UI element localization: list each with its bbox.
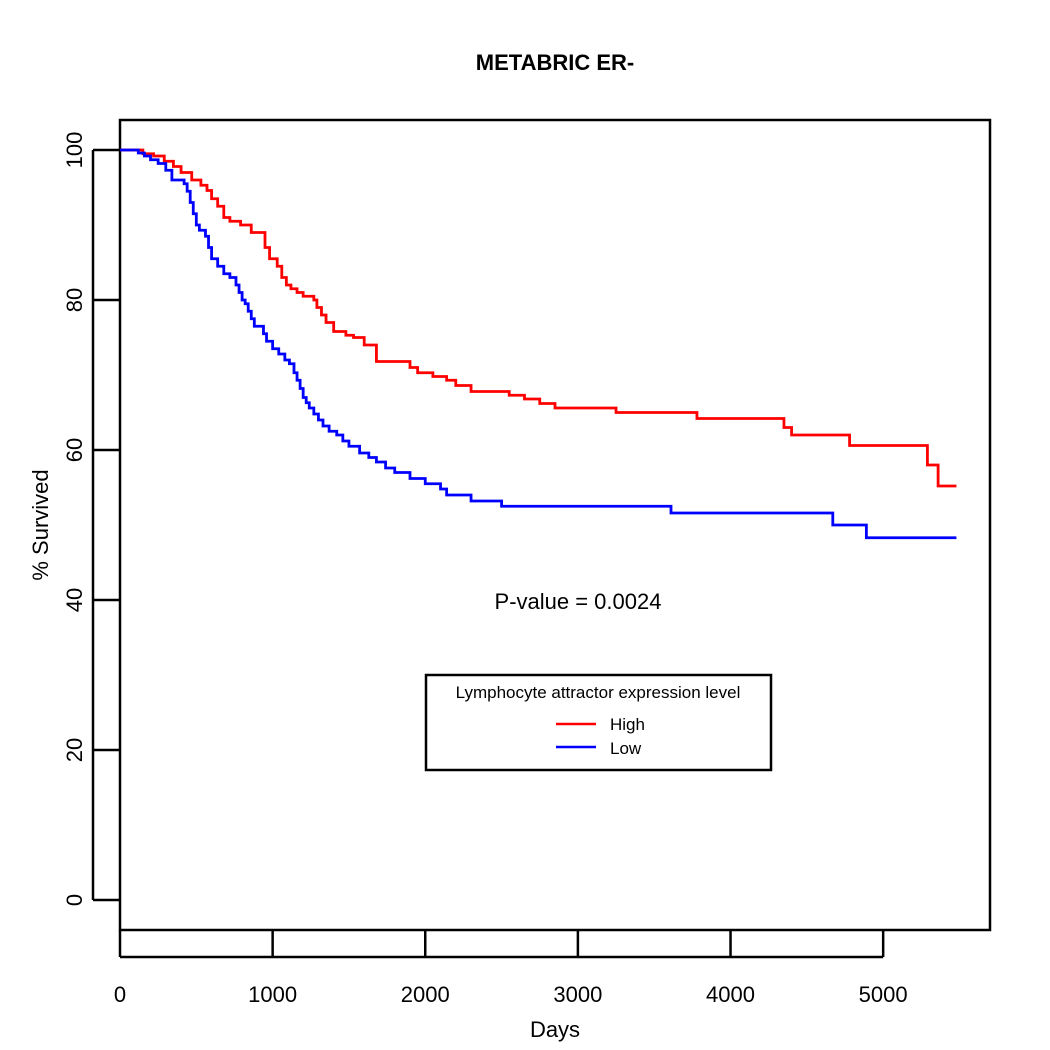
plot-frame bbox=[118, 118, 992, 932]
x-axis-label: Days bbox=[530, 1017, 580, 1042]
x-tick-label: 2000 bbox=[401, 982, 450, 1007]
x-tick-label: 3000 bbox=[553, 982, 602, 1007]
series-line-low bbox=[120, 148, 957, 540]
x-axis: 0 1000 2000 3000 4000 5000 bbox=[114, 930, 908, 1007]
y-axis-label: % Survived bbox=[28, 469, 53, 580]
y-tick-label: 20 bbox=[62, 738, 87, 762]
chart-title: METABRIC ER- bbox=[476, 50, 634, 75]
y-tick-label: 60 bbox=[62, 438, 87, 462]
legend-label-high: High bbox=[610, 715, 645, 734]
y-tick-label: 100 bbox=[62, 132, 87, 169]
legend-title: Lymphocyte attractor expression level bbox=[456, 683, 741, 702]
y-tick-label: 40 bbox=[62, 588, 87, 612]
x-tick-label: 0 bbox=[114, 982, 126, 1007]
legend: Lymphocyte attractor expression level Hi… bbox=[424, 673, 773, 772]
y-axis: 0 20 40 60 80 100 bbox=[62, 132, 120, 906]
x-tick-label: 4000 bbox=[706, 982, 755, 1007]
p-value-annotation: P-value = 0.0024 bbox=[495, 589, 662, 614]
y-tick-label: 0 bbox=[62, 894, 87, 906]
legend-box bbox=[424, 673, 773, 772]
y-tick-label: 80 bbox=[62, 288, 87, 312]
x-tick-label: 1000 bbox=[248, 982, 297, 1007]
series-layer bbox=[120, 148, 957, 540]
legend-label-low: Low bbox=[610, 739, 642, 758]
series-line-high bbox=[120, 148, 957, 488]
x-tick-label: 5000 bbox=[859, 982, 908, 1007]
